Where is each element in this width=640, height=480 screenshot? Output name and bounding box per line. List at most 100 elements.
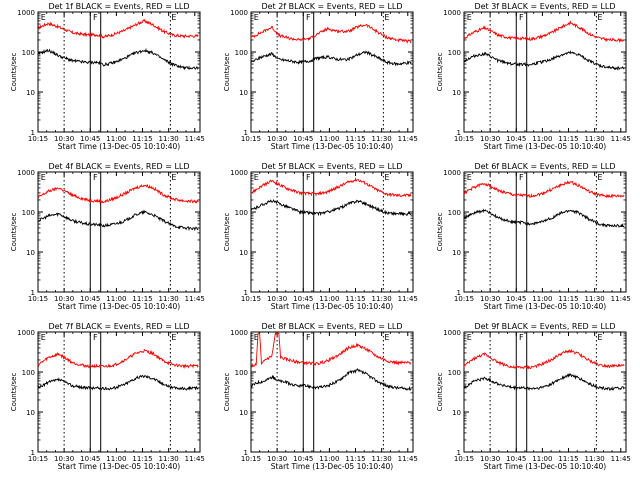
x-tick-label: 11:30 [585,135,605,143]
e-marker: E [41,13,46,22]
y-tick-label: 10 [26,249,35,257]
x-tick-label: 10:45 [80,135,100,143]
x-tick-label: 10:15 [454,455,474,463]
f-marker: F [519,333,524,342]
panel-det-1f: Det 1f BLACK = Events, RED = LLD 1 10 100 10… [10,2,205,151]
f-marker: F [519,173,524,182]
x-tick-label: 11:00 [106,455,126,463]
x-tick-label: 10:45 [293,135,313,143]
panel-det-9f: Det 9f BLACK = Events, RED = LLD 1 10 100 10… [436,322,631,471]
events-series-line [250,199,412,217]
x-tick-label: 10:30 [480,135,500,143]
y-tick-label: 10 [239,249,248,257]
y-tick-label: 1000 [230,329,248,337]
e-marker: E [41,173,46,182]
y-axis-label: Counts/sec [436,373,444,412]
y-tick-label: 1 [244,449,248,457]
x-tick-label: 10:30 [54,295,74,303]
y-axis-label: Counts/sec [223,213,231,252]
y-tick-label: 100 [22,369,35,377]
y-tick-label: 10 [239,409,248,417]
events-series-line [38,47,199,71]
x-tick-label: 11:30 [372,135,392,143]
plot-frame [37,11,201,133]
plot-frame [250,171,414,293]
y-tick-label: 10 [452,89,461,97]
x-axis-label: Start Time (13-Dec-05 10:10:40) [58,142,180,151]
y-tick-label: 1000 [17,9,35,17]
y-tick-label: 1 [31,449,35,457]
f-marker: F [93,333,98,342]
y-tick-label: 100 [235,209,248,217]
y-tick-label: 1000 [230,169,248,177]
x-tick-label: 10:15 [241,135,261,143]
y-tick-label: 1 [457,129,461,137]
y-tick-label: 1000 [443,9,461,17]
y-axis-label: Counts/sec [10,213,18,252]
events-series-line [250,50,412,67]
x-tick-label: 11:15 [558,135,578,143]
e-marker: E [254,173,259,182]
y-tick-label: 100 [448,209,461,217]
x-tick-label: 10:45 [293,455,313,463]
plot-frame [37,171,201,293]
y-tick-label: 10 [239,89,248,97]
x-tick-label: 11:30 [159,455,179,463]
events-series-line [250,367,412,391]
events-series-line [463,208,625,228]
y-tick-label: 100 [235,49,248,57]
f-marker: F [519,13,524,22]
x-tick-label: 10:30 [267,135,287,143]
x-tick-label: 10:30 [54,135,74,143]
panel-det-3f: Det 3f BLACK = Events, RED = LLD 1 10 100 10… [436,2,631,151]
x-tick-label: 10:45 [506,455,526,463]
x-tick-label: 11:15 [558,295,578,303]
panel-det-6f: Det 6f BLACK = Events, RED = LLD 1 10 100 10… [436,162,631,311]
f-marker: F [306,173,311,182]
e-marker: E [467,333,472,342]
panel-det-8f: Det 8f BLACK = Events, RED = LLD 1 10 100 10… [223,322,418,471]
y-tick-label: 10 [452,409,461,417]
plot-frame [37,331,201,453]
x-tick-label: 11:45 [185,455,205,463]
x-tick-label: 11:45 [185,295,205,303]
x-axis-label: Start Time (13-Dec-05 10:10:40) [484,142,606,151]
y-tick-label: 1000 [230,9,248,17]
x-tick-label: 11:30 [159,135,179,143]
y-tick-label: 10 [26,409,35,417]
y-tick-label: 1000 [443,329,461,337]
lld-series-line [250,176,412,198]
panel-title: Det 8f BLACK = Events, RED = LLD [261,322,402,331]
plot-frame [463,11,627,133]
panel-title: Det 7f BLACK = Events, RED = LLD [48,322,189,331]
f-marker: F [93,173,98,182]
x-axis-label: Start Time (13-Dec-05 10:10:40) [271,302,393,311]
e-marker: E [597,173,602,182]
e-marker: E [384,173,389,182]
x-tick-label: 11:45 [185,135,205,143]
e-marker: E [171,333,176,342]
x-axis-label: Start Time (13-Dec-05 10:10:40) [58,462,180,471]
x-tick-label: 11:00 [106,135,126,143]
x-tick-label: 10:15 [454,295,474,303]
x-tick-label: 10:30 [267,295,287,303]
x-tick-label: 11:00 [532,455,552,463]
y-tick-label: 100 [448,49,461,57]
e-marker: E [171,173,176,182]
x-tick-label: 11:30 [372,295,392,303]
y-tick-label: 10 [26,89,35,97]
x-tick-label: 11:15 [558,455,578,463]
y-tick-label: 1000 [17,169,35,177]
lld-series-line [250,331,412,368]
f-marker: F [306,13,311,22]
y-axis-label: Counts/sec [436,53,444,92]
x-tick-label: 11:45 [398,295,418,303]
y-tick-label: 10 [452,249,461,257]
lld-series-line [463,20,625,44]
lld-series-line [463,348,625,370]
x-tick-label: 10:30 [267,455,287,463]
x-tick-label: 10:45 [80,455,100,463]
e-marker: E [384,333,389,342]
panel-title: Det 2f BLACK = Events, RED = LLD [261,2,402,11]
